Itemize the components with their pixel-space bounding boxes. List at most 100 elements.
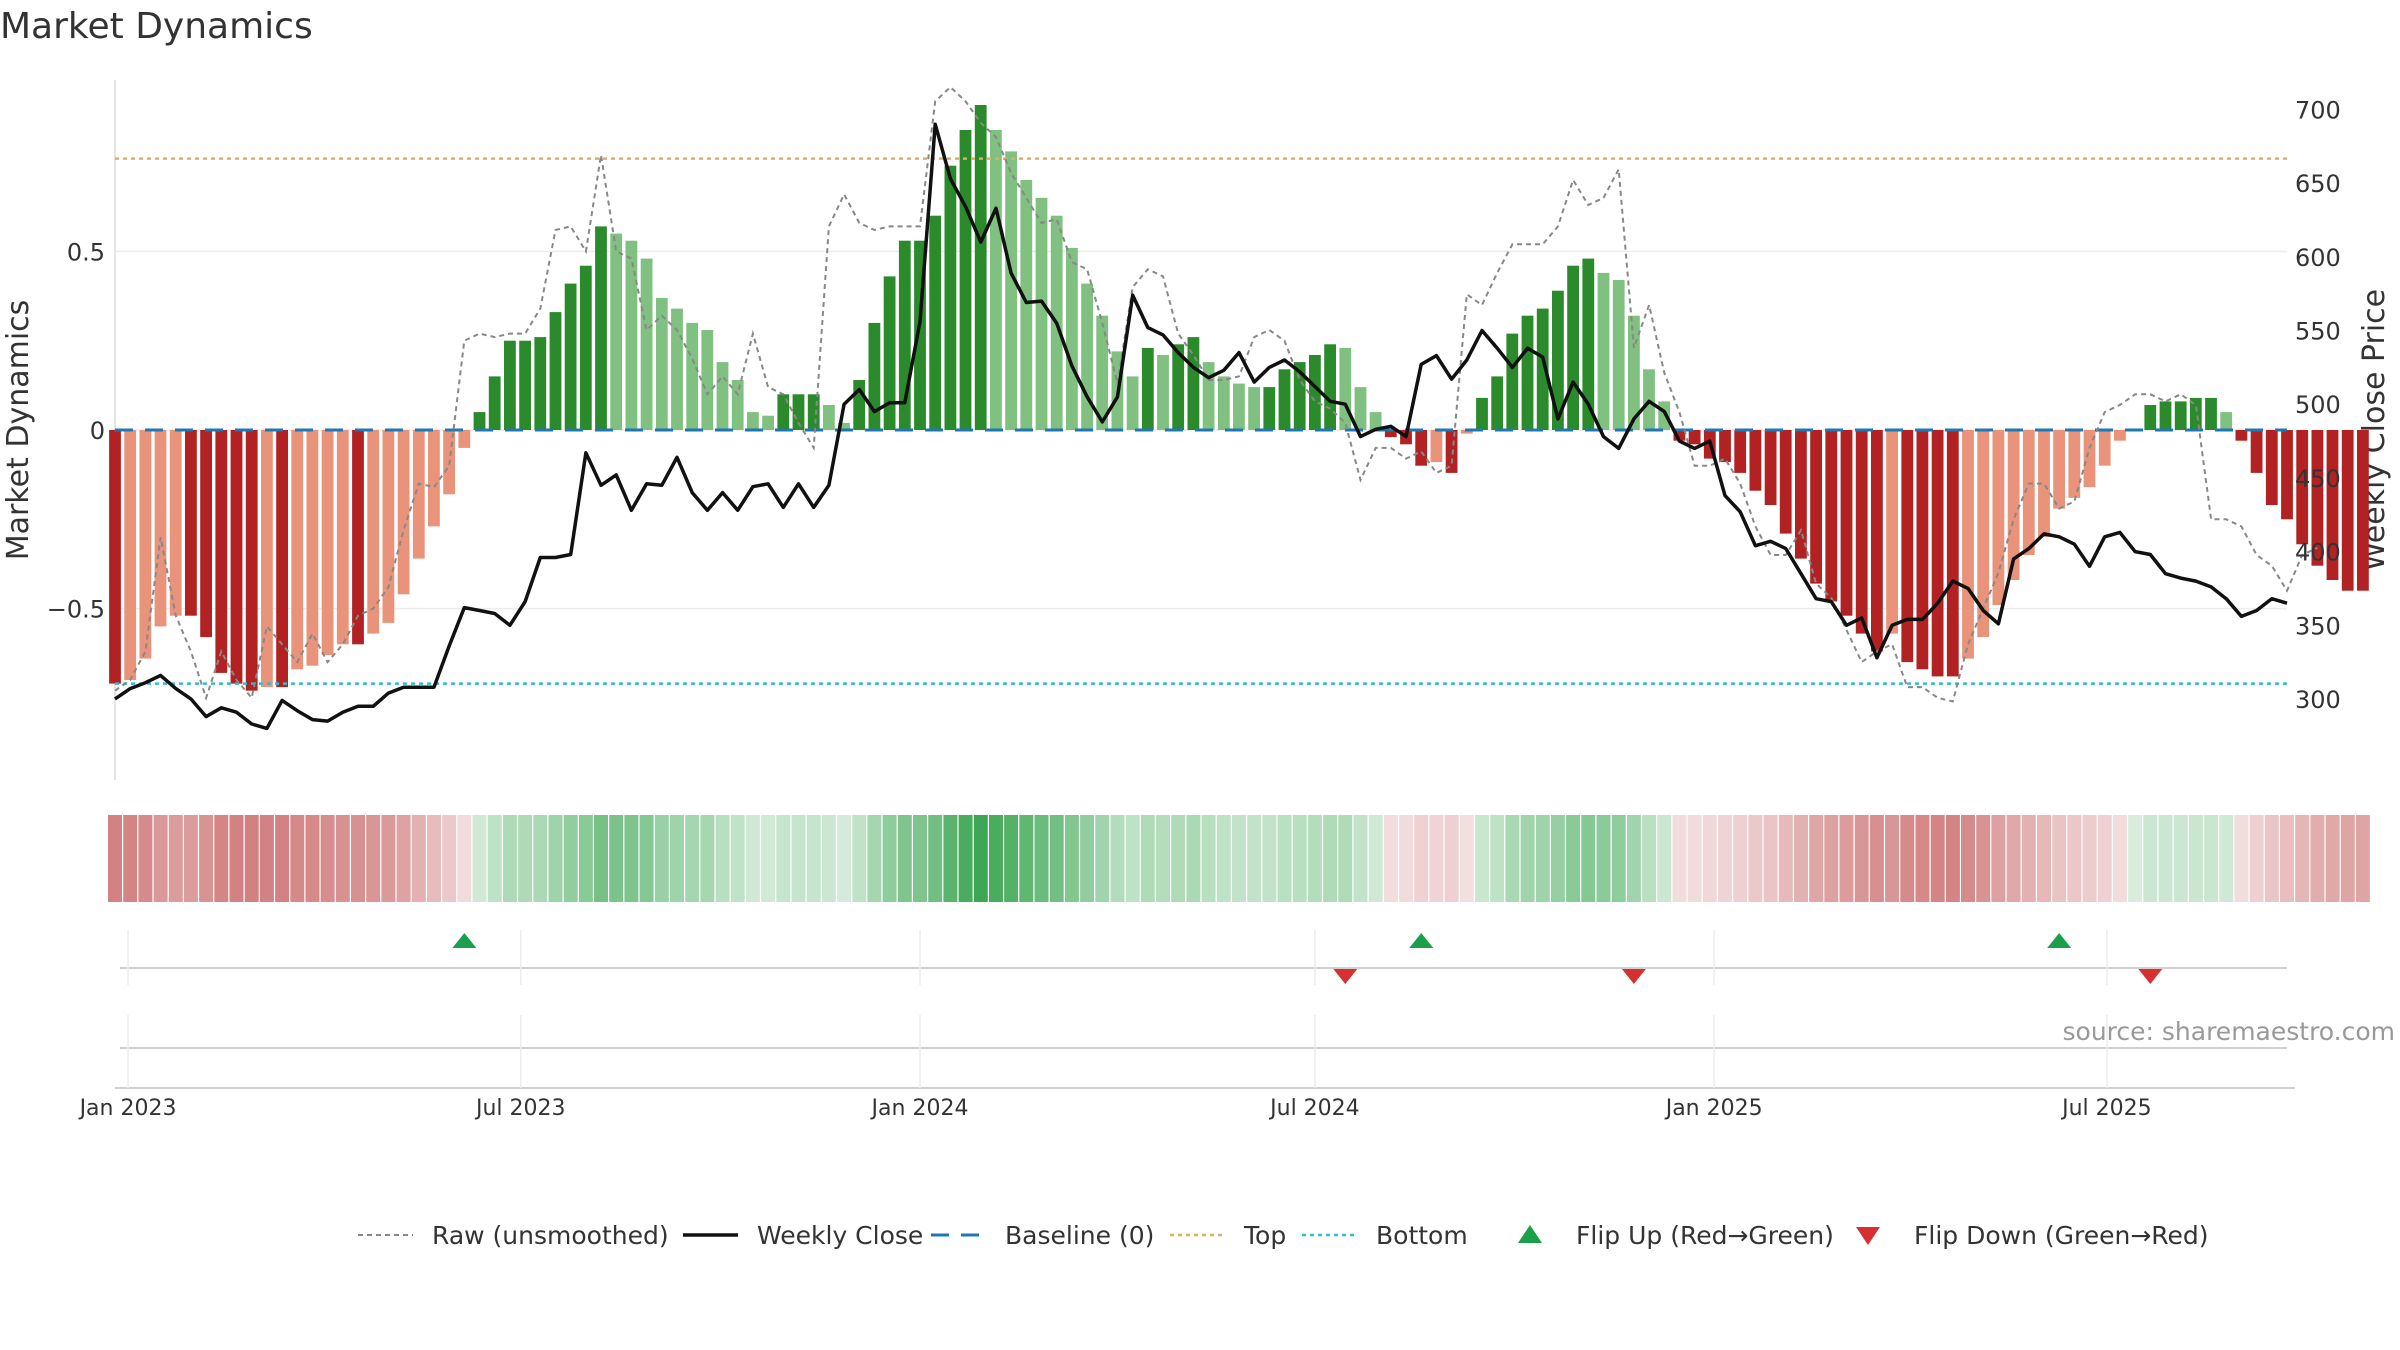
dynamics-bar xyxy=(549,312,562,430)
dynamics-bar xyxy=(1795,430,1807,559)
regime-strip-cell xyxy=(1809,815,1824,902)
regime-strip-cell xyxy=(108,815,122,902)
right-y-tick-label: 600 xyxy=(2295,244,2341,272)
regime-strip-cell xyxy=(1505,815,1520,902)
regime-strip-cell xyxy=(670,815,684,902)
right-y-tick-label: 300 xyxy=(2295,686,2341,714)
dynamics-bar xyxy=(2083,430,2096,488)
regime-strip-cell xyxy=(2188,815,2203,902)
dynamics-bar xyxy=(1066,247,1078,430)
regime-strip-cell xyxy=(472,815,487,902)
regime-strip-cell xyxy=(1687,815,1702,902)
regime-strip-cell xyxy=(2097,815,2112,902)
dynamics-bar xyxy=(2220,412,2233,430)
regime-strip-cell xyxy=(1824,815,1839,902)
regime-strip-cell xyxy=(1596,815,1611,902)
regime-strip-cell xyxy=(1748,815,1763,902)
regime-strip-cell xyxy=(1854,815,1869,902)
right-y-tick-label: 450 xyxy=(2295,465,2341,493)
legend-label: Weekly Close xyxy=(757,1221,923,1250)
dynamics-bar xyxy=(1293,362,1306,430)
dynamics-bar xyxy=(534,337,547,430)
regime-strip-cell xyxy=(1232,815,1246,902)
x-tick-label: Jan 2024 xyxy=(870,1096,969,1121)
regime-strip-cell xyxy=(761,815,776,902)
regime-strip-cell xyxy=(594,815,608,902)
regime-strip-cell xyxy=(1763,815,1778,902)
right-y-tick-label: 650 xyxy=(2295,170,2341,198)
dynamics-bar xyxy=(564,283,577,430)
regime-strip-cell xyxy=(973,815,988,902)
dynamics-bar xyxy=(853,380,866,430)
dynamics-bar xyxy=(1430,430,1443,463)
regime-strip-cell xyxy=(1915,815,1930,902)
regime-strip-cell xyxy=(1307,815,1322,902)
regime-strip-cell xyxy=(2128,815,2143,902)
regime-strip-cell xyxy=(578,815,593,902)
regime-strip-cell xyxy=(852,815,867,902)
regime-strip-cell xyxy=(730,815,745,902)
legend-label: Flip Up (Red→Green) xyxy=(1576,1221,1834,1250)
dynamics-bar xyxy=(944,165,957,430)
regime-strip-cell xyxy=(2052,815,2067,902)
dynamics-bar xyxy=(1521,315,1534,430)
dynamics-bar xyxy=(2235,430,2248,441)
dynamics-bar xyxy=(2144,405,2157,430)
regime-strip-cell xyxy=(2295,815,2310,902)
regime-strip-cell xyxy=(2112,815,2127,902)
dynamics-bar xyxy=(838,422,850,430)
dynamics-bar xyxy=(1567,265,1579,430)
regime-strip-cell xyxy=(654,815,669,902)
dynamics-bar xyxy=(2265,430,2278,505)
dynamics-bar xyxy=(397,430,410,595)
dynamics-bar xyxy=(731,380,744,430)
regime-strip-cell xyxy=(305,815,320,902)
dynamics-bar xyxy=(412,430,425,559)
dynamics-bar xyxy=(2159,401,2172,430)
regime-strip-cell xyxy=(2325,815,2340,902)
dynamics-bar xyxy=(990,130,1002,430)
left-y-tick-label: 0.5 xyxy=(67,238,105,266)
dynamics-bar xyxy=(1658,401,1671,430)
regime-strip-cell xyxy=(2280,815,2294,902)
dynamics-bar xyxy=(1855,430,1868,634)
regime-strip-cell xyxy=(320,815,335,902)
legend-item-bottom: Bottom xyxy=(1302,1221,1468,1250)
dynamics-bar xyxy=(124,430,137,680)
x-tick-label: Jul 2024 xyxy=(1268,1096,1360,1121)
regime-strip-cell xyxy=(1383,815,1398,902)
left-y-tick-label: 0 xyxy=(90,417,105,445)
dynamics-bar xyxy=(1612,280,1625,430)
dynamics-bar xyxy=(154,430,167,627)
dynamics-bar xyxy=(2281,430,2293,520)
regime-strip-cell xyxy=(533,815,548,902)
flip-down-marker xyxy=(1333,969,1358,984)
legend-swatch-flip-down xyxy=(1856,1227,1880,1245)
regime-strip-cell xyxy=(1718,815,1732,902)
legend-label: Bottom xyxy=(1376,1221,1468,1250)
dynamics-bar xyxy=(792,394,805,430)
dynamics-bar xyxy=(200,430,212,638)
dynamics-bar xyxy=(1020,180,1033,430)
regime-strip-cell xyxy=(1733,815,1748,902)
dynamics-bar xyxy=(488,376,501,430)
regime-strip-cell xyxy=(153,815,168,902)
regime-strip-cell xyxy=(1262,815,1277,902)
regime-strip-cell xyxy=(897,815,912,902)
x-tick-label: Jul 2023 xyxy=(474,1096,566,1121)
right-y-tick-label: 700 xyxy=(2295,96,2341,124)
dynamics-bar xyxy=(1233,383,1245,430)
dynamics-bar xyxy=(1369,412,1382,430)
dynamics-bar xyxy=(1871,430,1883,652)
dynamics-bar xyxy=(352,430,364,645)
regime-strip-cell xyxy=(821,815,836,902)
dynamics-bar xyxy=(1263,387,1276,430)
regime-strip-cell xyxy=(943,815,958,902)
weekly-close-line xyxy=(114,122,2288,731)
regime-strip-cell xyxy=(745,815,760,902)
flip-down-marker xyxy=(1621,969,1646,984)
regime-strip-cell xyxy=(1778,815,1793,902)
dynamics-bar xyxy=(261,430,273,688)
dynamics-bar xyxy=(974,105,987,430)
regime-strip-cell xyxy=(700,815,715,902)
